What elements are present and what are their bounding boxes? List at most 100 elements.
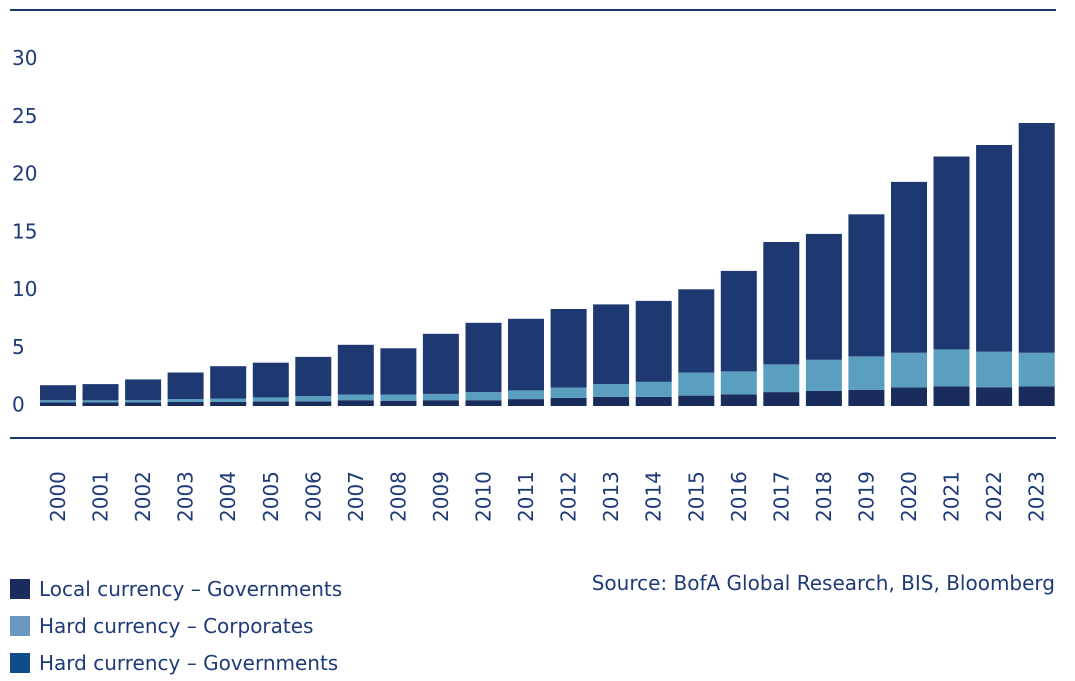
- x-tick-label: 2012: [557, 471, 581, 522]
- x-tick-label: 2003: [174, 471, 198, 522]
- bar-segment-2001-s0: [82, 402, 119, 406]
- bar-segment-2009-s1: [422, 393, 459, 401]
- bar-segment-2021-s1: [933, 349, 970, 387]
- bar-segment-2015-s1: [678, 372, 715, 396]
- bar-segment-2000-s2: [40, 385, 76, 401]
- bar-segment-2014-s2: [635, 300, 672, 382]
- bars: [40, 123, 1055, 406]
- bar-segment-2008-s0: [380, 400, 417, 406]
- legend-item-hard-governments: Hard currency – Governments: [10, 644, 342, 681]
- bar-segment-2019-s1: [848, 356, 885, 390]
- x-tick-label: 2014: [642, 471, 666, 522]
- bar-segment-2012-s0: [550, 397, 587, 406]
- x-tick-label: 2002: [131, 471, 155, 522]
- x-tick-label: 2010: [472, 471, 496, 522]
- bar-segment-2003-s1: [167, 399, 204, 402]
- bar-segment-2020-s2: [891, 181, 927, 353]
- x-tick-label: 2001: [89, 471, 113, 522]
- bar-segment-2006-s0: [295, 401, 332, 406]
- bar-segment-2013-s0: [593, 396, 630, 406]
- legend-swatch: [10, 652, 30, 673]
- bar-segment-2023-s0: [1018, 386, 1055, 406]
- x-tick-label: 2007: [344, 471, 368, 522]
- bar-segment-2013-s2: [593, 304, 630, 385]
- bar-segment-2017-s2: [763, 242, 800, 365]
- x-tick-label: 2023: [1025, 471, 1049, 522]
- x-tick-label: 2016: [727, 471, 751, 522]
- x-tick-label: 2005: [259, 471, 283, 522]
- bar-segment-2003-s2: [167, 372, 204, 400]
- legend-swatch: [10, 615, 30, 636]
- x-tick-label: 2020: [897, 471, 921, 522]
- bar-segment-2017-s1: [763, 364, 800, 393]
- bar-segment-2004-s1: [210, 398, 247, 402]
- bar-segment-2001-s1: [82, 400, 119, 403]
- x-tick-label: 2013: [599, 471, 623, 522]
- bar-segment-2022-s0: [976, 387, 1013, 406]
- bar-segment-2000-s0: [40, 402, 76, 406]
- bar-segment-2018-s2: [805, 233, 842, 360]
- bar-segment-2005-s1: [252, 397, 289, 402]
- bar-segment-2013-s1: [593, 384, 630, 397]
- x-tick-label: 2000: [46, 471, 70, 522]
- bar-segment-2002-s0: [125, 402, 162, 406]
- x-axis-ticks: 2000 2001 2002 2003 2004 2005 2006 2007 2008 2009…: [46, 471, 1049, 522]
- bar-segment-2007-s2: [337, 344, 374, 395]
- y-tick-label: 20: [12, 162, 37, 186]
- bar-segment-2002-s1: [125, 400, 162, 403]
- bar-segment-2018-s1: [805, 359, 842, 391]
- x-tick-label: 2011: [514, 471, 538, 522]
- x-tick-label: 2022: [982, 471, 1006, 522]
- bar-segment-2004-s0: [210, 402, 247, 406]
- bar-segment-2020-s1: [891, 352, 927, 388]
- bar-segment-2021-s0: [933, 386, 970, 406]
- bar-segment-2019-s2: [848, 214, 885, 357]
- bar-segment-2005-s2: [252, 362, 289, 398]
- bar-segment-2002-s2: [125, 379, 162, 401]
- bar-segment-2014-s1: [635, 381, 672, 397]
- bar-segment-2001-s2: [82, 384, 119, 401]
- bar-segment-2005-s0: [252, 401, 289, 406]
- bar-segment-2003-s0: [167, 402, 204, 406]
- bar-segment-2011-s1: [508, 390, 544, 400]
- bar-segment-2020-s0: [891, 387, 927, 406]
- legend-item-local-governments: Local currency – Governments: [10, 570, 342, 607]
- legend-label: Hard currency – Corporates: [39, 613, 314, 638]
- y-axis-ticks: 0 5 10 15 20 25 30: [12, 46, 37, 417]
- bar-segment-2011-s2: [508, 318, 544, 391]
- bar-segment-2010-s2: [465, 322, 502, 393]
- bar-segment-2016-s2: [720, 270, 757, 372]
- legend-label: Local currency – Governments: [39, 576, 343, 601]
- x-tick-label: 2017: [769, 471, 793, 522]
- bar-segment-2012-s2: [550, 309, 587, 388]
- x-tick-label: 2006: [301, 471, 325, 522]
- bar-segment-2012-s1: [550, 387, 587, 398]
- bar-segment-2010-s0: [465, 400, 502, 406]
- x-tick-label: 2021: [940, 471, 964, 522]
- source-note: Source: BofA Global Research, BIS, Bloom…: [591, 571, 1055, 595]
- bar-segment-2021-s2: [933, 156, 970, 350]
- bar-segment-2011-s0: [508, 399, 544, 406]
- y-tick-label: 15: [12, 219, 37, 243]
- bar-segment-2023-s1: [1018, 352, 1055, 387]
- x-tick-label: 2015: [684, 471, 708, 522]
- legend: Local currency – Governments Hard curren…: [10, 570, 342, 681]
- y-tick-label: 10: [12, 277, 37, 301]
- bar-segment-2014-s0: [635, 396, 672, 406]
- bar-segment-2000-s1: [40, 400, 76, 403]
- bar-segment-2004-s2: [210, 366, 247, 399]
- bar-segment-2006-s2: [295, 356, 332, 397]
- legend-label: Hard currency – Governments: [39, 650, 339, 675]
- legend-swatch: [10, 578, 30, 599]
- y-tick-label: 0: [12, 393, 25, 417]
- x-tick-label: 2009: [429, 471, 453, 522]
- bar-segment-2007-s1: [337, 394, 374, 401]
- bar-segment-2023-s2: [1018, 123, 1055, 353]
- y-tick-label: 25: [12, 104, 37, 128]
- legend-item-hard-corporates: Hard currency – Corporates: [10, 607, 342, 644]
- bar-segment-2007-s0: [337, 400, 374, 406]
- bar-segment-2009-s2: [422, 333, 459, 394]
- x-tick-label: 2004: [216, 471, 240, 522]
- bar-segment-2008-s1: [380, 394, 417, 401]
